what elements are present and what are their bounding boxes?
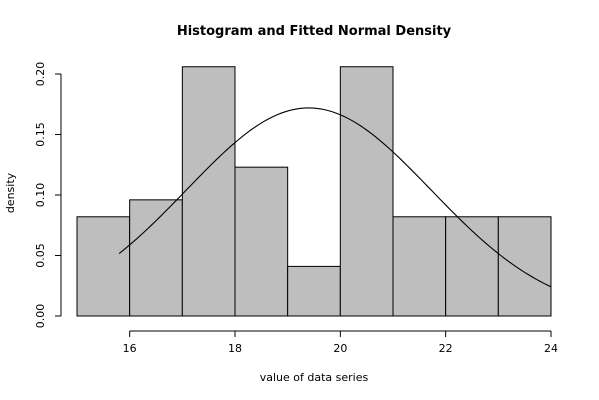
y-axis-label: density bbox=[4, 172, 17, 213]
histogram-bar bbox=[497, 216, 552, 317]
x-tick-label: 20 bbox=[333, 342, 347, 355]
y-tick-label: 0.10 bbox=[34, 183, 47, 208]
x-tick-label: 18 bbox=[228, 342, 242, 355]
chart-title: Histogram and Fitted Normal Density bbox=[177, 24, 452, 39]
y-tick-label: 0.15 bbox=[34, 122, 47, 147]
y-tick-label: 0.05 bbox=[34, 243, 47, 268]
x-axis-label: value of data series bbox=[260, 371, 369, 384]
x-tick-label: 22 bbox=[439, 342, 453, 355]
histogram-bar bbox=[287, 265, 341, 317]
y-tick-label: 0.20 bbox=[34, 62, 47, 87]
y-axis: 0.00 0.05 0.10 0.15 0.20 bbox=[34, 62, 62, 329]
fitted-curve-group bbox=[118, 107, 552, 288]
fitted-normal-curve bbox=[118, 107, 552, 288]
histogram-bar bbox=[181, 66, 236, 317]
histogram-bar bbox=[445, 216, 499, 317]
x-tick-label: 24 bbox=[544, 342, 558, 355]
histogram-bar bbox=[76, 216, 131, 317]
histogram-bar bbox=[392, 216, 447, 317]
histogram-bar bbox=[129, 199, 183, 317]
y-tick-label: 0.00 bbox=[34, 304, 47, 329]
bars-group bbox=[76, 66, 552, 317]
histogram-bar bbox=[339, 66, 394, 317]
histogram-bar bbox=[234, 166, 289, 317]
x-tick-label: 16 bbox=[123, 342, 137, 355]
x-axis: 16 18 20 22 24 bbox=[123, 330, 558, 355]
